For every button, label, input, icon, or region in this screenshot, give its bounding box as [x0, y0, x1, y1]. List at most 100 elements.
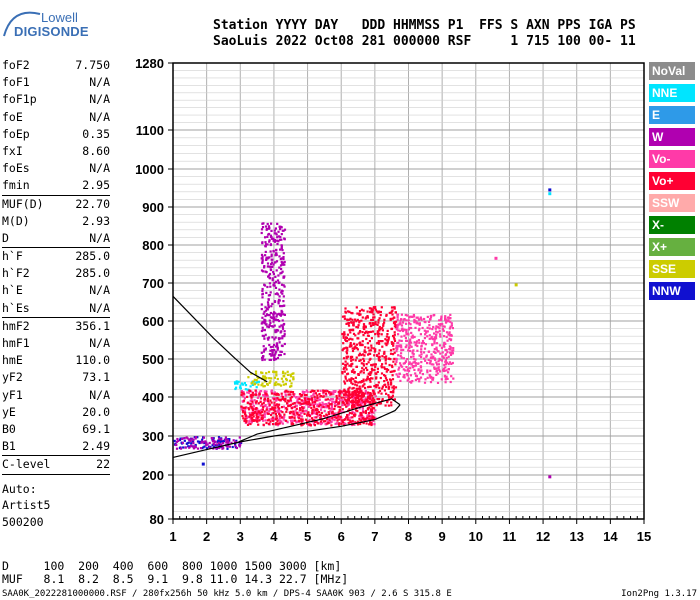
echo-point	[399, 379, 402, 382]
echo-point	[444, 342, 447, 345]
echo-point	[442, 356, 445, 359]
echo-point	[240, 390, 244, 393]
echo-point	[218, 446, 221, 450]
echo-point	[362, 357, 365, 360]
echo-point	[345, 405, 348, 408]
echo-point	[437, 350, 440, 353]
echo-point	[343, 388, 346, 391]
echo-point	[370, 318, 373, 322]
echo-point	[175, 447, 179, 450]
echo-point	[358, 392, 361, 395]
echo-point	[359, 415, 362, 418]
echo-point	[413, 368, 416, 371]
echo-point	[395, 344, 398, 347]
echo-point	[349, 421, 352, 424]
echo-point	[337, 415, 340, 418]
echo-point	[408, 326, 411, 329]
echo-point	[366, 334, 370, 337]
echo-point	[290, 382, 293, 385]
echo-point	[406, 374, 409, 377]
echo-point	[317, 405, 320, 408]
echo-point	[345, 350, 348, 353]
echo-point	[398, 323, 401, 326]
echo-point	[319, 423, 323, 426]
echo-point	[237, 380, 240, 383]
echo-point	[375, 342, 379, 345]
echo-point	[262, 312, 265, 315]
param-label: yE	[2, 404, 16, 419]
echo-point	[398, 366, 401, 369]
echo-point	[262, 375, 265, 378]
echo-point	[354, 413, 357, 416]
echo-point	[270, 392, 273, 395]
echo-point	[356, 326, 360, 329]
echo-point	[358, 417, 361, 420]
echo-point	[269, 346, 272, 349]
echo-point	[254, 389, 257, 392]
param-row: D N/A	[2, 230, 110, 247]
echo-point	[370, 346, 373, 349]
echo-point	[448, 345, 451, 348]
echo-point	[305, 409, 308, 412]
echo-point	[235, 382, 238, 385]
echo-point	[396, 325, 399, 328]
echo-point	[312, 404, 315, 407]
x-tick-label: 6	[338, 529, 345, 544]
echo-point	[262, 345, 265, 348]
echo-point	[276, 319, 279, 322]
echo-point	[387, 387, 390, 390]
echo-point	[395, 347, 398, 350]
echo-point	[369, 385, 372, 388]
echo-point	[315, 420, 318, 423]
echo-point	[354, 318, 357, 321]
echo-point	[409, 374, 412, 377]
echo-point	[355, 365, 358, 368]
echo-point	[265, 291, 268, 294]
echo-point	[362, 371, 365, 374]
echo-point	[255, 386, 258, 389]
echo-point	[282, 370, 285, 373]
echo-point	[289, 375, 293, 378]
echo-point	[175, 440, 179, 443]
echo-point	[374, 308, 377, 311]
echo-point	[370, 367, 374, 370]
echo-point	[312, 410, 316, 413]
echo-point	[351, 318, 354, 321]
echo-point	[433, 357, 436, 360]
echo-point	[450, 362, 453, 365]
echo-point	[419, 371, 422, 374]
echo-point	[254, 410, 257, 414]
echo-point	[372, 347, 375, 350]
echo-point	[252, 408, 255, 411]
echo-point	[272, 313, 275, 316]
echo-point	[208, 441, 211, 445]
legend-entry-w: W	[649, 128, 695, 146]
echo-point	[277, 230, 280, 233]
echo-point	[279, 384, 283, 387]
echo-point	[173, 439, 176, 442]
echo-point	[343, 315, 346, 318]
echo-point	[347, 355, 350, 358]
echo-point	[375, 383, 378, 387]
echo-point	[417, 329, 421, 332]
echo-point	[279, 399, 282, 402]
echo-point	[350, 359, 353, 362]
echo-point	[355, 356, 358, 359]
echo-point	[275, 415, 278, 418]
echo-point	[265, 243, 268, 246]
echo-point	[278, 398, 281, 401]
echo-point	[421, 339, 425, 343]
echo-point	[335, 417, 338, 420]
echo-point	[400, 356, 403, 359]
echo-point	[409, 315, 412, 318]
legend-entry-e: E	[649, 106, 695, 124]
echo-point	[371, 397, 375, 400]
echo-point	[345, 400, 348, 403]
echo-point	[277, 422, 280, 425]
echo-point	[383, 318, 386, 321]
echo-point	[266, 243, 269, 246]
echo-point	[313, 406, 316, 409]
echo-point	[364, 346, 367, 349]
echo-point	[361, 340, 364, 343]
echo-point	[271, 406, 274, 409]
